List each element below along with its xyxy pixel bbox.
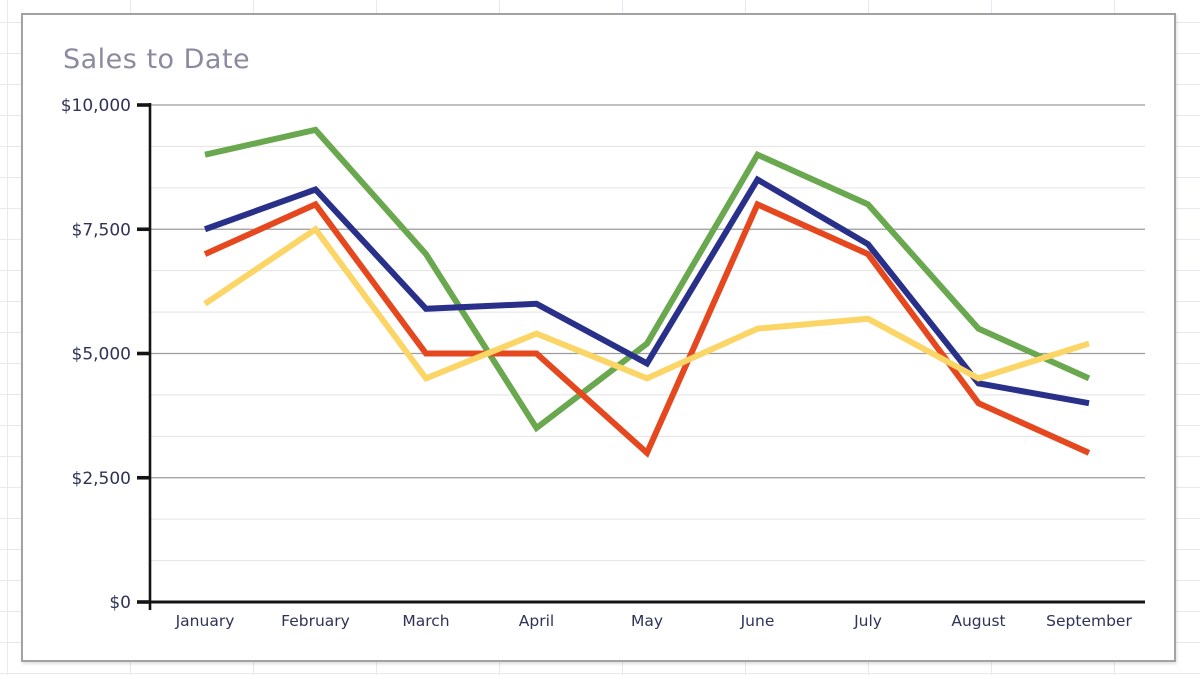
chart-title: Sales to Date <box>63 44 251 75</box>
y-tick-label: $5,000 <box>72 345 131 365</box>
series-line-navy <box>203 175 1090 407</box>
x-axis-label: April <box>519 612 554 630</box>
x-axis-label: August <box>951 612 1005 630</box>
y-tick-label: $7,500 <box>72 220 131 240</box>
chart-plot-area: $0 $2,500 $5,000 $7,500 $10,000 January Februa… <box>61 96 1145 630</box>
x-axis-label: January <box>175 612 235 630</box>
x-axis-label: March <box>402 612 449 630</box>
y-tick-label: $0 <box>109 593 131 613</box>
x-axis-label: July <box>853 612 882 630</box>
x-axis-label: September <box>1046 612 1132 630</box>
x-axis-label: February <box>281 612 350 630</box>
x-axis-label: May <box>631 612 663 630</box>
series-line-green <box>204 126 1091 433</box>
y-tick-label: $2,500 <box>72 469 131 489</box>
floating-chart-panel[interactable]: Sales to Date $0 $2,500 $5,000 $7,500 $10,00… <box>21 13 1176 662</box>
series-line-yellow <box>203 225 1090 383</box>
x-axis-label: June <box>740 612 775 630</box>
y-tick-label: $10,000 <box>61 96 131 116</box>
series-line-orange <box>203 200 1091 458</box>
